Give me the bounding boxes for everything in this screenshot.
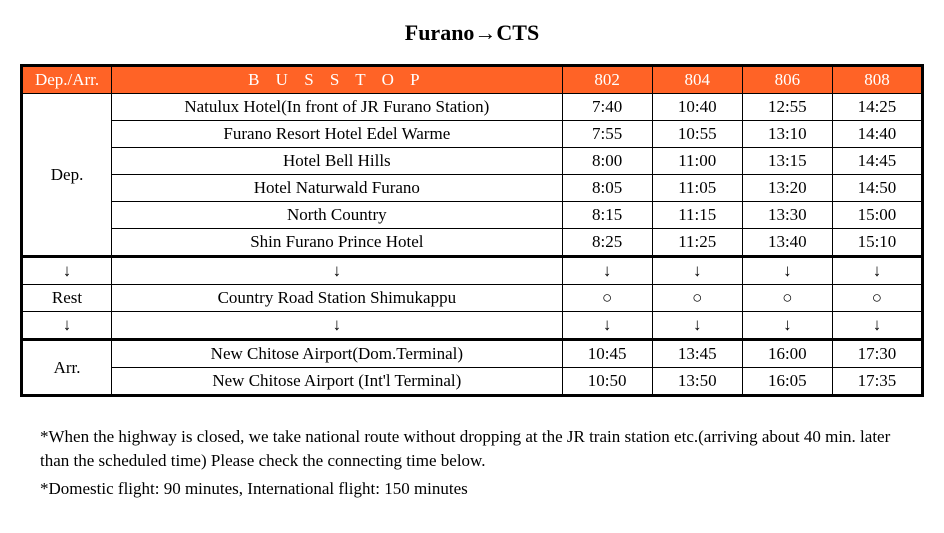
table-row: Hotel Bell Hills 8:00 11:00 13:15 14:45	[22, 148, 923, 175]
rest-label: Rest	[22, 285, 112, 312]
arr-label: Arr.	[22, 340, 112, 396]
down-arrow-icon: ↓	[742, 257, 832, 285]
time-cell: 14:50	[832, 175, 922, 202]
time-cell: 10:40	[652, 94, 742, 121]
circle-mark-icon: ○	[832, 285, 922, 312]
time-cell: 13:50	[652, 368, 742, 396]
down-arrow-icon: ↓	[112, 257, 563, 285]
down-arrow-icon: ↓	[22, 312, 112, 340]
time-cell: 10:45	[562, 340, 652, 368]
time-cell: 16:05	[742, 368, 832, 396]
time-cell: 14:25	[832, 94, 922, 121]
header-service-1: 804	[652, 66, 742, 94]
time-cell: 11:15	[652, 202, 742, 229]
stop-name: New Chitose Airport (Int'l Terminal)	[112, 368, 563, 396]
time-cell: 14:40	[832, 121, 922, 148]
header-busstop: B U S S T O P	[112, 66, 563, 94]
down-arrow-icon: ↓	[562, 257, 652, 285]
time-cell: 17:30	[832, 340, 922, 368]
header-row: Dep./Arr. B U S S T O P 802 804 806 808	[22, 66, 923, 94]
down-arrow-icon: ↓	[562, 312, 652, 340]
down-arrow-icon: ↓	[832, 312, 922, 340]
header-service-2: 806	[742, 66, 832, 94]
time-cell: 13:10	[742, 121, 832, 148]
table-row: Furano Resort Hotel Edel Warme 7:55 10:5…	[22, 121, 923, 148]
time-cell: 11:05	[652, 175, 742, 202]
down-arrow-icon: ↓	[652, 312, 742, 340]
header-service-0: 802	[562, 66, 652, 94]
time-cell: 13:20	[742, 175, 832, 202]
time-cell: 8:25	[562, 229, 652, 257]
header-service-3: 808	[832, 66, 922, 94]
time-cell: 8:05	[562, 175, 652, 202]
time-cell: 14:45	[832, 148, 922, 175]
stop-name: Furano Resort Hotel Edel Warme	[112, 121, 563, 148]
time-cell: 7:55	[562, 121, 652, 148]
time-cell: 13:45	[652, 340, 742, 368]
time-cell: 13:30	[742, 202, 832, 229]
time-cell: 17:35	[832, 368, 922, 396]
time-cell: 11:25	[652, 229, 742, 257]
table-row: Shin Furano Prince Hotel 8:25 11:25 13:4…	[22, 229, 923, 257]
stop-name: North Country	[112, 202, 563, 229]
table-row: Dep. Natulux Hotel(In front of JR Furano…	[22, 94, 923, 121]
down-arrow-icon: ↓	[112, 312, 563, 340]
time-cell: 16:00	[742, 340, 832, 368]
table-row: Hotel Naturwald Furano 8:05 11:05 13:20 …	[22, 175, 923, 202]
time-cell: 13:15	[742, 148, 832, 175]
time-cell: 7:40	[562, 94, 652, 121]
down-arrow-icon: ↓	[742, 312, 832, 340]
dep-label: Dep.	[22, 94, 112, 257]
rest-row: Rest Country Road Station Shimukappu ○ ○…	[22, 285, 923, 312]
arrow-row: ↓ ↓ ↓ ↓ ↓ ↓	[22, 257, 923, 285]
down-arrow-icon: ↓	[22, 257, 112, 285]
stop-name: Hotel Naturwald Furano	[112, 175, 563, 202]
circle-mark-icon: ○	[742, 285, 832, 312]
arrow-row: ↓ ↓ ↓ ↓ ↓ ↓	[22, 312, 923, 340]
stop-name: New Chitose Airport(Dom.Terminal)	[112, 340, 563, 368]
stop-name: Hotel Bell Hills	[112, 148, 563, 175]
time-cell: 12:55	[742, 94, 832, 121]
time-cell: 8:15	[562, 202, 652, 229]
time-cell: 10:50	[562, 368, 652, 396]
page-title: Furano→CTS	[20, 20, 924, 46]
stop-name: Shin Furano Prince Hotel	[112, 229, 563, 257]
header-deparr: Dep./Arr.	[22, 66, 112, 94]
notes-section: *When the highway is closed, we take nat…	[20, 425, 924, 500]
circle-mark-icon: ○	[562, 285, 652, 312]
rest-stop-name: Country Road Station Shimukappu	[112, 285, 563, 312]
time-cell: 10:55	[652, 121, 742, 148]
time-cell: 15:00	[832, 202, 922, 229]
time-cell: 15:10	[832, 229, 922, 257]
table-row: Arr. New Chitose Airport(Dom.Terminal) 1…	[22, 340, 923, 368]
time-cell: 8:00	[562, 148, 652, 175]
circle-mark-icon: ○	[652, 285, 742, 312]
stop-name: Natulux Hotel(In front of JR Furano Stat…	[112, 94, 563, 121]
note-line: *When the highway is closed, we take nat…	[40, 425, 904, 473]
timetable: Dep./Arr. B U S S T O P 802 804 806 808 …	[20, 64, 924, 397]
time-cell: 11:00	[652, 148, 742, 175]
table-row: New Chitose Airport (Int'l Terminal) 10:…	[22, 368, 923, 396]
down-arrow-icon: ↓	[832, 257, 922, 285]
down-arrow-icon: ↓	[652, 257, 742, 285]
note-line: *Domestic flight: 90 minutes, Internatio…	[40, 477, 904, 501]
time-cell: 13:40	[742, 229, 832, 257]
table-row: North Country 8:15 11:15 13:30 15:00	[22, 202, 923, 229]
